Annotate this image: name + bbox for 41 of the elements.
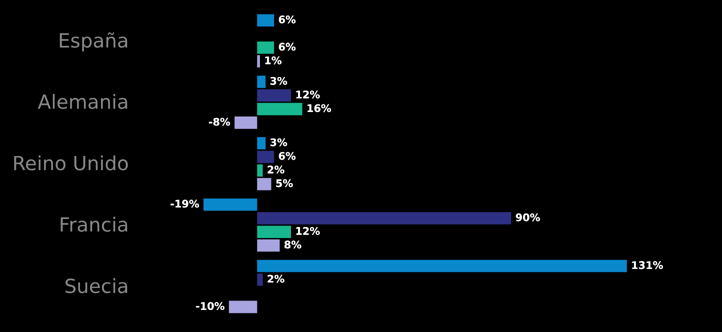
bar	[257, 137, 266, 150]
data-label: -19%	[170, 200, 200, 208]
data-label: 16%	[308, 104, 332, 112]
bar	[257, 164, 263, 177]
data-label: 2%	[268, 166, 284, 174]
data-label: 6%	[278, 16, 296, 24]
data-label: 6%	[278, 152, 296, 160]
bar	[257, 55, 260, 68]
bar	[257, 178, 272, 190]
data-label: 6%	[278, 42, 296, 51]
y-tick-label: España	[60, 32, 128, 52]
data-label: 3%	[270, 138, 288, 146]
bar	[257, 226, 291, 238]
y-tick-label: Alemania	[38, 94, 128, 109]
y-tick-label: Reino Unido	[14, 155, 128, 170]
bar	[257, 76, 266, 88]
bar	[257, 89, 291, 102]
bar	[204, 198, 258, 211]
bar	[228, 300, 258, 314]
bar	[257, 260, 627, 272]
data-label: 12%	[296, 90, 320, 98]
data-label: 1%	[265, 56, 282, 64]
y-tick-label: Francia	[60, 216, 128, 232]
data-label: 8%	[284, 240, 302, 249]
bar	[257, 14, 274, 27]
data-label: 131%	[632, 261, 663, 270]
bar	[257, 274, 263, 286]
bar	[257, 150, 274, 163]
bar	[257, 102, 302, 116]
bar	[257, 239, 280, 252]
data-label: 3%	[270, 76, 288, 85]
y-tick-label: Suecia	[66, 278, 128, 294]
data-label: 90%	[516, 213, 540, 222]
bar	[234, 116, 258, 129]
bar	[257, 212, 512, 224]
data-label: -8%	[208, 118, 230, 126]
data-label: 2%	[268, 274, 284, 283]
bar	[257, 42, 274, 54]
data-label: 12%	[296, 227, 320, 235]
data-label: 5%	[276, 179, 293, 188]
data-label: -10%	[196, 302, 224, 310]
